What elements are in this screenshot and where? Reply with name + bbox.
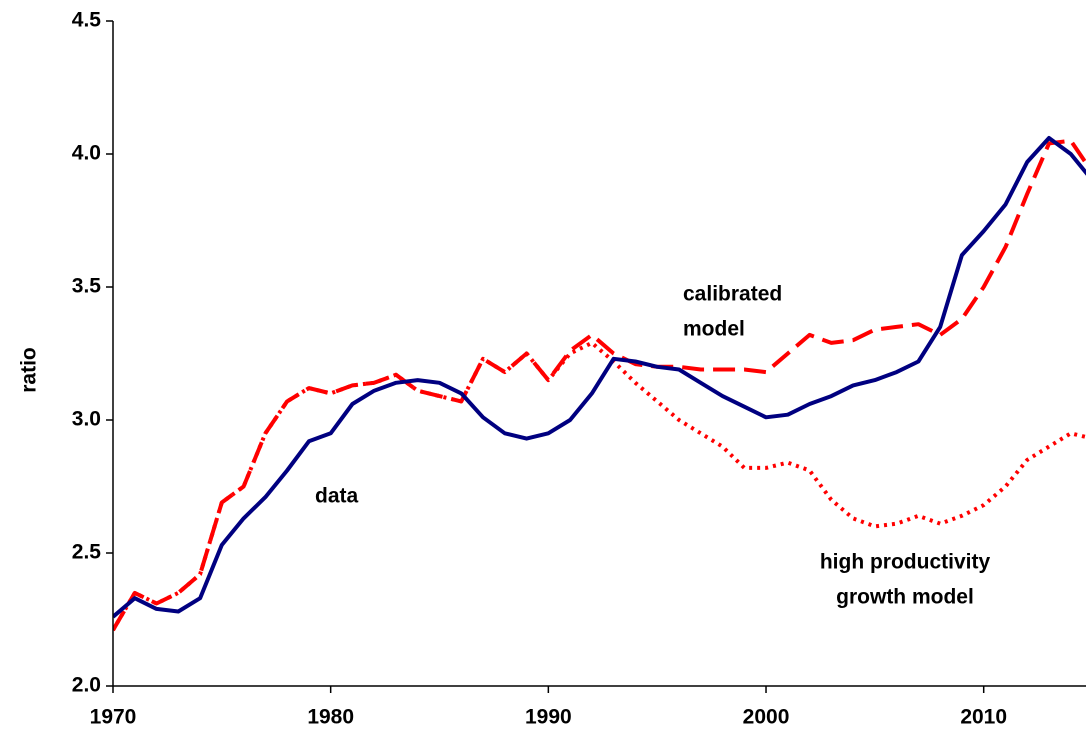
- x-tick-label: 2000: [743, 706, 790, 729]
- annotation: data: [315, 485, 359, 508]
- y-tick-label: 3.0: [72, 408, 101, 431]
- x-tick-label: 1970: [90, 706, 137, 729]
- annotation: high productivity: [820, 551, 991, 574]
- y-tick-label: 4.5: [72, 9, 102, 32]
- y-tick-label: 2.0: [72, 674, 101, 697]
- x-tick-label: 1980: [307, 706, 354, 729]
- annotation: calibrated: [683, 283, 782, 306]
- annotation: growth model: [836, 586, 974, 609]
- x-tick-label: 1990: [525, 706, 572, 729]
- line-dashed: [113, 138, 1086, 632]
- plot-area: [113, 136, 1086, 632]
- y-tick-label: 3.5: [72, 275, 102, 298]
- x-tick-label: 2010: [960, 706, 1007, 729]
- y-tick-label: 2.5: [72, 541, 102, 564]
- y-axis-label: ratio: [18, 347, 41, 393]
- annotation: model: [683, 318, 745, 341]
- line-solid: [113, 136, 1086, 619]
- y-tick-label: 4.0: [72, 142, 101, 165]
